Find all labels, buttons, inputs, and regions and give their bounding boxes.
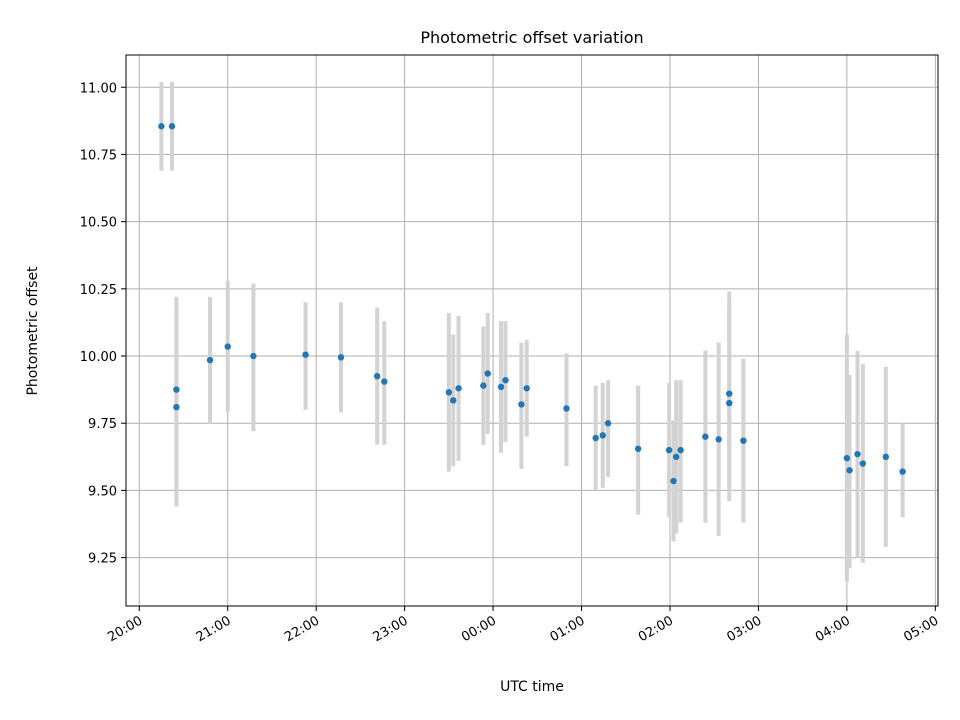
data-point: [670, 477, 677, 485]
data-point: [604, 420, 612, 427]
data-point: [702, 433, 709, 440]
y-tick-label: 11.00: [80, 81, 117, 96]
data-point: [843, 454, 851, 462]
data-point: [302, 351, 309, 358]
data-point: [250, 352, 257, 360]
y-tick-label: 9.50: [88, 484, 117, 499]
data-point: [158, 123, 165, 130]
data-point: [726, 399, 733, 407]
data-point: [173, 386, 180, 393]
y-tick-label: 10.50: [80, 216, 117, 231]
data-point: [206, 356, 214, 364]
data-point: [450, 397, 457, 404]
y-axis-ticks: 9.25 9.50 9.75 10.00 10.25 10.50 10.75 11.00: [80, 81, 126, 567]
data-point: [455, 385, 462, 392]
data-point: [523, 385, 530, 392]
x-axis-label: UTC time: [500, 679, 564, 695]
data-point: [846, 467, 853, 474]
data-point: [854, 450, 861, 458]
data-point: [337, 354, 345, 361]
data-point: [168, 123, 176, 130]
data-point: [484, 370, 491, 377]
data-point: [502, 377, 509, 384]
data-point: [882, 453, 890, 461]
data-point: [859, 460, 867, 467]
y-axis-label: Photometric offset: [25, 266, 41, 396]
data-point: [715, 436, 722, 443]
data-points: [158, 123, 906, 485]
plot-frame: [125, 54, 939, 607]
y-tick-label: 10.00: [80, 350, 117, 365]
data-point: [518, 401, 525, 408]
data-point: [497, 383, 505, 391]
y-tick-label: 9.25: [88, 552, 117, 567]
y-tick-label: 10.75: [80, 148, 117, 163]
data-point: [374, 372, 381, 380]
data-point: [563, 405, 570, 412]
data-point: [173, 403, 180, 411]
data-point: [665, 446, 673, 454]
data-point: [445, 389, 453, 396]
data-point: [381, 378, 388, 385]
data-point: [899, 468, 906, 475]
data-point: [599, 432, 606, 439]
y-tick-label: 10.25: [80, 283, 117, 298]
chart-title: Photometric offset variation: [420, 28, 643, 47]
data-point: [592, 434, 599, 442]
grid: [126, 55, 938, 606]
data-point: [726, 390, 733, 397]
data-point: [677, 446, 684, 454]
y-tick-label: 9.75: [88, 417, 117, 432]
data-point: [672, 453, 680, 461]
data-point: [480, 382, 487, 389]
data-point: [224, 343, 231, 350]
data-point: [740, 437, 747, 444]
data-point: [634, 445, 642, 452]
